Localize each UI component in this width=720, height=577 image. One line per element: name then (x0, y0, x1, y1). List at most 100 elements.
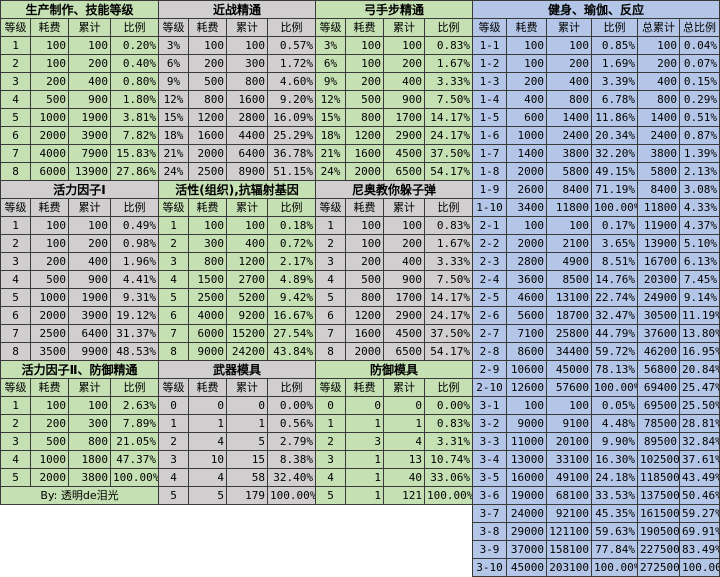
table-cell: 32.20% (591, 144, 638, 163)
table-cell: 100 (506, 216, 547, 235)
table-cell: 2.63% (109, 396, 160, 415)
table-cell: 6400 (226, 144, 268, 163)
table-row: 3 800 1200 2.17% (158, 252, 317, 271)
table-row: 2 100 200 0.98% (0, 234, 160, 253)
table-cell: 6% (158, 54, 189, 73)
table-row: 8 6000 13900 27.86% (0, 162, 160, 181)
table-cell: 13.80% (678, 324, 720, 343)
table-cell: 1-5 (472, 108, 507, 127)
table-cell: 1 (158, 414, 189, 433)
column-header: 比例 (423, 378, 474, 397)
table-cell: 3.65% (591, 234, 638, 253)
table-cell: 9.31% (109, 288, 160, 307)
table-cell: 2000 (30, 306, 69, 325)
table-row: 3-2 9000 9100 4.48% 78500 28.81% (472, 414, 720, 433)
column-header: 累计 (383, 18, 425, 37)
table-cell: 1 (158, 216, 189, 235)
table-cell: 3-7 (472, 504, 507, 523)
table-cell: 100 (30, 54, 69, 73)
table-cell: 800 (188, 252, 227, 271)
table-row: 1 100 100 0.18% (158, 216, 317, 235)
table-cell: 1-3 (472, 72, 507, 91)
table-cell: 1500 (188, 270, 227, 289)
table-cell: 400 (226, 234, 268, 253)
table-row: 5 1000 1900 3.81% (0, 108, 160, 127)
table-cell: 400 (68, 252, 111, 271)
table-cell: 3900 (68, 306, 111, 325)
table-cell: 21% (158, 144, 189, 163)
table-cell: 1 (345, 486, 384, 505)
table-cell: 800 (637, 90, 680, 109)
table-cell: 2 (0, 234, 31, 253)
table-cell: 1.72% (266, 54, 317, 73)
table-cell: 0.20% (109, 36, 160, 55)
table-cell: 1-2 (472, 54, 507, 73)
table-cell: 6000 (30, 162, 69, 181)
table-cell: 2000 (30, 468, 69, 487)
table-cell: 45.35% (591, 504, 638, 523)
table-cell: 203100 (546, 558, 592, 577)
column-header: 累计 (383, 198, 425, 217)
table-cell: 4400 (226, 126, 268, 145)
table-cell: 2900 (383, 126, 425, 145)
column-header: 比例 (266, 18, 317, 37)
table-cell: 3-1 (472, 396, 507, 415)
table-cell: 100 (188, 36, 227, 55)
table-cell: 27.86% (109, 162, 160, 181)
table-cell: 3800 (68, 468, 111, 487)
table-cell: 4.48% (591, 414, 638, 433)
table-row: 0 0 0 0.00% (158, 396, 317, 415)
table-cell: 19000 (506, 486, 547, 505)
table-cell: 2.17% (266, 252, 317, 271)
table-row: 1-2 100 200 1.69% 200 0.07% (472, 54, 720, 73)
table-cell: 800 (345, 108, 384, 127)
table-row: 4 1000 1800 47.37% (0, 450, 160, 469)
table-cell: 15% (158, 108, 189, 127)
table-cell: 3.81% (109, 108, 160, 127)
table-cell: 0.83% (423, 36, 474, 55)
table-cell: 100 (506, 396, 547, 415)
table-row: 21% 1600 4500 37.50% (315, 144, 474, 163)
table-row: 5 1 121 100.00% (315, 486, 474, 505)
table-row: 3-4 13000 33100 16.30% 102500 37.61% (472, 450, 720, 469)
table-cell: 2-10 (472, 378, 507, 397)
column-header: 比例 (266, 198, 317, 217)
table-cell: 3% (158, 36, 189, 55)
table-row: 3-8 29000 121100 59.63% 190500 69.91% (472, 522, 720, 541)
table-row: 7 6000 15200 27.54% (158, 324, 317, 343)
table-cell: 5 (0, 108, 31, 127)
table-row: 1-5 600 1400 11.86% 1400 0.51% (472, 108, 720, 127)
table-row: 3-9 37000 158100 77.84% 227500 83.49% (472, 540, 720, 559)
table-cell: 30500 (637, 306, 680, 325)
table-cell: 37.50% (423, 144, 474, 163)
column-header: 耗费 (345, 18, 384, 37)
table-cell: 25.29% (266, 126, 317, 145)
table-cell: 100 (383, 216, 425, 235)
table-cell: 37.50% (423, 324, 474, 343)
table-cell: 20.34% (591, 126, 638, 145)
table-cell: 3 (345, 432, 384, 451)
table-row: 7 1600 4500 37.50% (315, 324, 474, 343)
table-cell: 3-3 (472, 432, 507, 451)
table-row: 1-1 100 100 0.85% 100 0.04% (472, 36, 720, 55)
table-cell: 9.42% (266, 288, 317, 307)
table-cell: 0.17% (591, 216, 638, 235)
table-cell: 9000 (188, 342, 227, 361)
table-cell: 16.30% (591, 450, 638, 469)
table-cell: 5 (158, 288, 189, 307)
table-row: 24% 2500 8900 51.15% (158, 162, 317, 181)
bow-title: 弓手步精通 (314, 0, 474, 19)
table-cell: 100 (546, 36, 592, 55)
table-cell: 45000 (546, 360, 592, 379)
table-cell: 100 (345, 216, 384, 235)
table-row: 3-6 19000 68100 33.53% 137500 50.46% (472, 486, 720, 505)
table-cell: 18% (315, 126, 346, 145)
table-cell: 272500 (637, 558, 680, 577)
table-cell: 200 (345, 72, 384, 91)
table-row: 2 200 300 7.89% (0, 414, 160, 433)
table-cell: 36.78% (266, 144, 317, 163)
table-cell: 1.69% (591, 54, 638, 73)
table-row: 2-4 3600 8500 14.76% 20300 7.45% (472, 270, 720, 289)
table-cell: 100.00% (678, 558, 720, 577)
table-cell: 200 (546, 54, 592, 73)
